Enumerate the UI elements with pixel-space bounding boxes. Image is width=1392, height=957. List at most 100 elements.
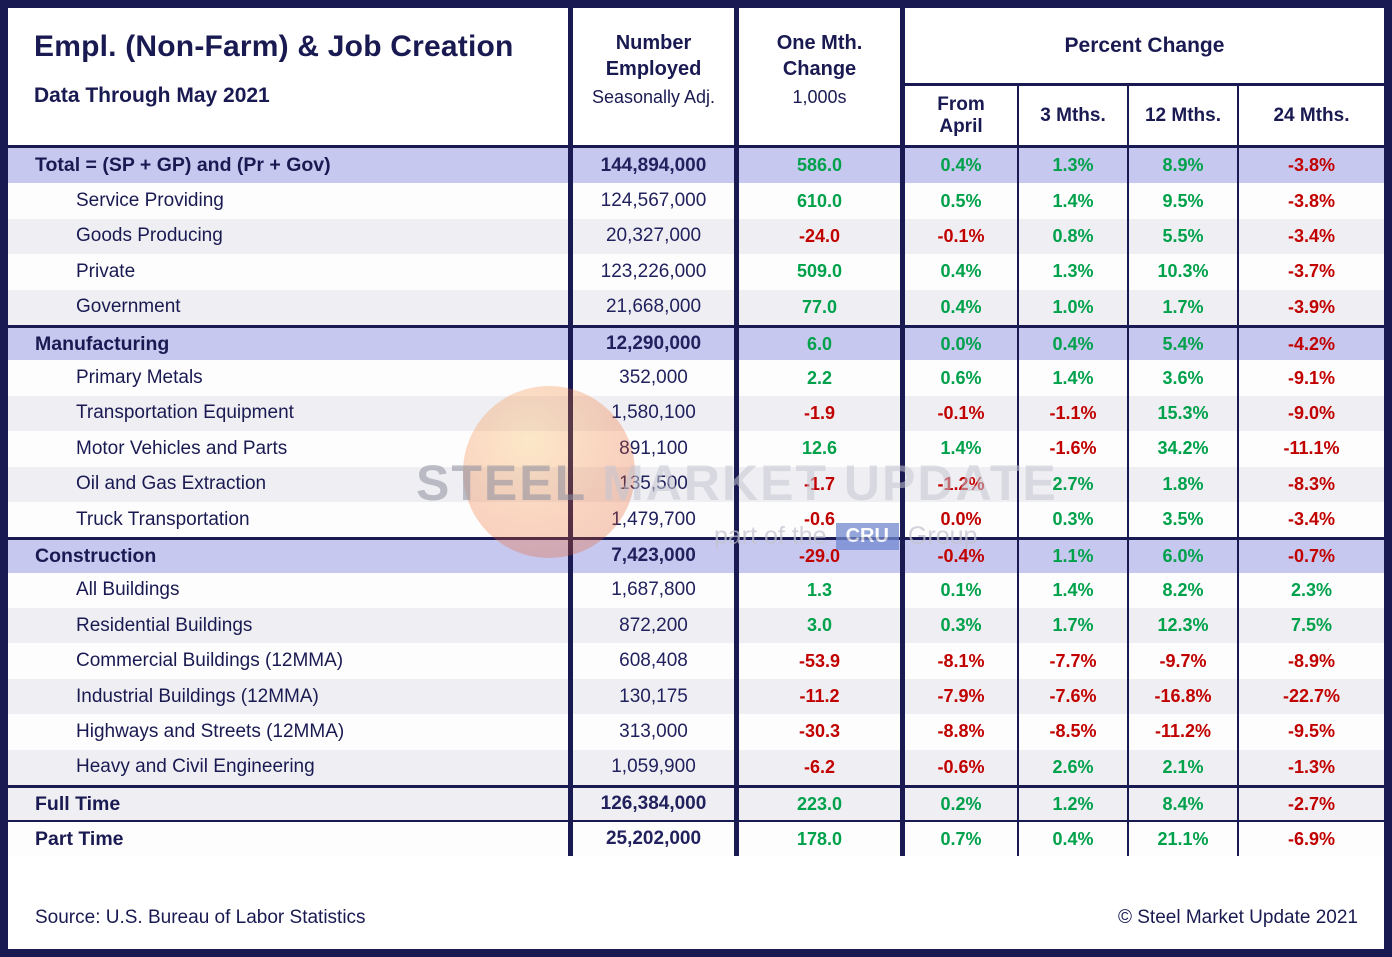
percent-value: 0.4%: [1017, 822, 1127, 856]
employed-value: 1,580,100: [568, 395, 734, 432]
column-header-12-mths-: 12 Mths.: [1127, 86, 1237, 145]
percent-value: -11.2%: [1127, 714, 1237, 750]
percent-value: 6.0%: [1127, 540, 1237, 573]
employed-value: 25,202,000: [568, 822, 734, 856]
employed-value: 1,687,800: [568, 572, 734, 609]
one-month-change-value: 6.0: [734, 327, 900, 361]
percent-value: 34.2%: [1127, 431, 1237, 467]
row-label: Goods Producing: [76, 225, 223, 247]
percent-value: 2.6%: [1017, 749, 1127, 786]
employed-value: 1,479,700: [568, 501, 734, 538]
percent-cells: 0.0% 0.4% 5.4% -4.2%: [900, 327, 1384, 361]
percent-change-title: Percent Change: [905, 8, 1384, 86]
table-row: Transportation Equipment 1,580,100 -1.9 -0.…: [8, 395, 1384, 432]
percent-subheaders: From April 3 Mths. 12 Mths. 24 Mths.: [905, 86, 1384, 145]
percent-value: -0.4%: [937, 545, 985, 566]
percent-cells: 0.3% 1.7% 12.3% 7.5%: [900, 608, 1384, 644]
percent-value: 7.5%: [1237, 608, 1384, 644]
percent-value: -8.8%: [937, 721, 985, 742]
one-month-change-value: 610.0: [734, 183, 900, 219]
percent-value: 8.4%: [1127, 788, 1237, 821]
one-mth-line1: One Mth.: [776, 32, 863, 54]
percent-value: 1.7%: [1127, 289, 1237, 325]
percent-change-header-group: Percent Change From April 3 Mths. 12 Mths.…: [900, 8, 1384, 145]
percent-value: -9.5%: [1237, 714, 1384, 750]
percent-value: -2.7%: [1237, 788, 1384, 821]
table-row: Full Time 126,384,000 223.0 0.2% 1.2% 8.4% -2.…: [8, 785, 1384, 821]
table-row: Private 123,226,000 509.0 0.4% 1.3% 10.3% -3.7…: [8, 254, 1384, 290]
percent-value: 21.1%: [1127, 822, 1237, 856]
employed-value: 12,290,000: [568, 327, 734, 361]
table-body: Total = (SP + GP) and (Pr + Gov) 144,894,…: [8, 148, 1384, 856]
one-mth-line2: Change: [782, 58, 857, 80]
percent-cells: 0.2% 1.2% 8.4% -2.7%: [900, 788, 1384, 821]
row-label: All Buildings: [76, 579, 180, 601]
percent-value: -7.6%: [1017, 678, 1127, 715]
percent-cells: -0.1% 0.8% 5.5% -3.4%: [900, 218, 1384, 255]
employed-value: 872,200: [568, 608, 734, 644]
percent-value: 1.4%: [1017, 183, 1127, 219]
percent-value: -0.6%: [937, 756, 985, 777]
percent-value: -1.2%: [937, 473, 985, 494]
table-row: Manufacturing 12,290,000 6.0 0.0% 0.4% 5.4% -4…: [8, 324, 1384, 361]
employed-value: 126,384,000: [568, 788, 734, 821]
percent-value: -8.1%: [937, 650, 985, 671]
table-row: Oil and Gas Extraction 135,500 -1.7 -1.2% 2.…: [8, 466, 1384, 502]
employed-value: 130,175: [568, 678, 734, 715]
row-label: Service Providing: [76, 190, 224, 212]
employed-value: 7,423,000: [568, 540, 734, 573]
percent-value: -22.7%: [1237, 678, 1384, 715]
table-row: Industrial Buildings (12MMA) 130,175 -11.2…: [8, 678, 1384, 715]
percent-cells: 0.4% 1.3% 8.9% -3.8%: [900, 148, 1384, 184]
percent-cells: -8.8% -8.5% -11.2% -9.5%: [900, 714, 1384, 750]
table-row: Goods Producing 20,327,000 -24.0 -0.1% 0.8% 5…: [8, 218, 1384, 255]
one-month-change-value: 178.0: [734, 822, 900, 856]
employed-value: 21,668,000: [568, 289, 734, 325]
percent-value: 10.3%: [1127, 254, 1237, 290]
percent-value: -0.1%: [937, 402, 985, 423]
percent-value: 3.6%: [1127, 360, 1237, 396]
percent-cells: 0.4% 1.0% 1.7% -3.9%: [900, 289, 1384, 325]
employed-value: 1,059,900: [568, 749, 734, 786]
row-label: Construction: [35, 544, 157, 567]
percent-value: 0.8%: [1017, 218, 1127, 255]
employed-value: 123,226,000: [568, 254, 734, 290]
employed-value: 20,327,000: [568, 218, 734, 255]
employed-value: 124,567,000: [568, 183, 734, 219]
percent-cells: 0.1% 1.4% 8.2% 2.3%: [900, 572, 1384, 609]
percent-cells: 0.0% 0.3% 3.5% -3.4%: [900, 501, 1384, 538]
row-label: Part Time: [35, 827, 124, 850]
header-title-block: Empl. (Non-Farm) & Job Creation Data Thr…: [8, 8, 568, 145]
employed-value: 891,100: [568, 431, 734, 467]
row-label: Residential Buildings: [76, 614, 253, 636]
percent-value: 0.3%: [940, 615, 982, 636]
percent-value: -8.3%: [1237, 466, 1384, 502]
row-label: Truck Transportation: [76, 508, 250, 530]
source-note: Source: U.S. Bureau of Labor Statistics: [35, 907, 366, 928]
percent-value: -4.2%: [1237, 327, 1384, 361]
page-title: Empl. (Non-Farm) & Job Creation: [34, 30, 514, 63]
percent-value: 0.4%: [940, 261, 982, 282]
table-row: Residential Buildings 872,200 3.0 0.3% 1.7% 1…: [8, 608, 1384, 644]
table-footer: Source: U.S. Bureau of Labor Statistics …: [8, 856, 1384, 949]
table-row: Primary Metals 352,000 2.2 0.6% 1.4% 3.6% -9.1…: [8, 360, 1384, 396]
number-employed-line1: Number: [615, 32, 692, 54]
one-month-change-value: -30.3: [734, 714, 900, 750]
percent-value: 1.4%: [1017, 360, 1127, 396]
percent-value: 8.2%: [1127, 572, 1237, 609]
percent-value: -8.5%: [1017, 714, 1127, 750]
employed-value: 144,894,000: [568, 148, 734, 184]
percent-value: 0.1%: [940, 579, 982, 600]
percent-value: 1.4%: [1017, 572, 1127, 609]
percent-value: 1.8%: [1127, 466, 1237, 502]
employed-value: 608,408: [568, 643, 734, 679]
table-row: Motor Vehicles and Parts 891,100 12.6 1.4% -…: [8, 431, 1384, 467]
employed-value: 352,000: [568, 360, 734, 396]
percent-value: -3.9%: [1237, 289, 1384, 325]
table-header: Empl. (Non-Farm) & Job Creation Data Thr…: [8, 8, 1384, 148]
column-header-from-april: From April: [937, 94, 985, 137]
percent-value: -7.7%: [1017, 643, 1127, 679]
table-row: Government 21,668,000 77.0 0.4% 1.0% 1.7% -3.9…: [8, 289, 1384, 325]
column-header-number-employed: Number Employed Seasonally Adj.: [568, 8, 734, 145]
one-month-change-value: -1.7: [734, 466, 900, 502]
